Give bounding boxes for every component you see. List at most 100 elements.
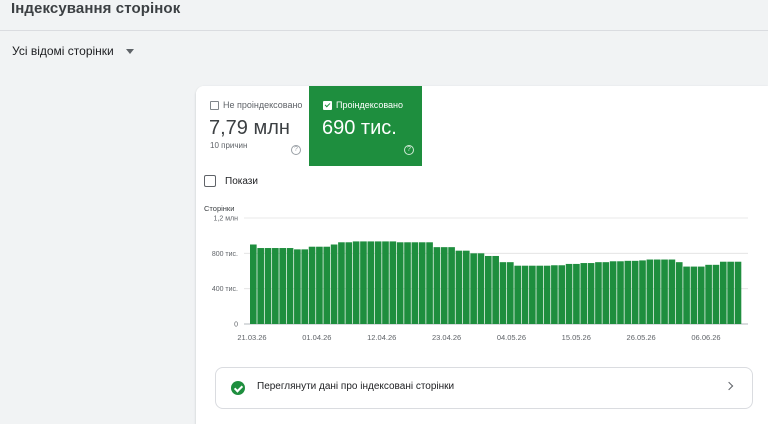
- chart-x-tick-label: 12.04.26: [367, 333, 396, 342]
- chart-bar[interactable]: [279, 248, 287, 324]
- chart-bar[interactable]: [727, 261, 734, 324]
- chart-bar[interactable]: [543, 265, 551, 324]
- chart-bar[interactable]: [352, 241, 360, 324]
- chart-bar[interactable]: [411, 242, 419, 324]
- chart-bar[interactable]: [712, 264, 720, 324]
- chart-bar[interactable]: [455, 250, 463, 324]
- chart-bar[interactable]: [536, 265, 544, 324]
- chart-bar[interactable]: [507, 262, 514, 324]
- chart-bar[interactable]: [404, 242, 411, 324]
- chart-bar[interactable]: [367, 241, 375, 324]
- chart-bar[interactable]: [272, 248, 279, 324]
- filter-label: Усі відомі сторінки: [12, 44, 114, 58]
- chart-bar[interactable]: [250, 244, 257, 325]
- view-indexed-pages-link[interactable]: Переглянути дані про індексовані сторінк…: [215, 367, 753, 409]
- chart-bar[interactable]: [264, 248, 272, 324]
- help-icon[interactable]: ?: [404, 145, 414, 155]
- chart-bar[interactable]: [565, 263, 573, 324]
- chart-x-tick-label: 04.05.26: [497, 333, 526, 342]
- chart-bar[interactable]: [558, 265, 566, 324]
- help-icon[interactable]: ?: [291, 145, 301, 155]
- chevron-right-icon: [724, 381, 734, 391]
- indexed-pages-chart: Сторінки 0 400 тис. 800 тис. 1,2 млн 21.03.2…: [204, 204, 748, 342]
- chart-bar[interactable]: [499, 262, 507, 324]
- checkbox-icon[interactable]: [210, 100, 219, 110]
- metric-not-indexed-header: Не проіндексовано: [210, 100, 302, 110]
- chart-bar[interactable]: [639, 260, 646, 324]
- chart-bar[interactable]: [551, 265, 558, 324]
- checkbox-checked-icon[interactable]: [323, 100, 332, 110]
- chart-x-tick-label: 23.04.26: [432, 333, 461, 342]
- chart-bar[interactable]: [514, 265, 521, 324]
- pages-filter-dropdown[interactable]: Усі відомі сторінки: [12, 42, 134, 60]
- page-title: Індексування сторінок: [11, 0, 181, 17]
- chart-bar[interactable]: [360, 241, 367, 324]
- chart-bar[interactable]: [294, 249, 301, 324]
- chart-x-tick-label: 26.05.26: [627, 333, 656, 342]
- page-header: Індексування сторінок: [0, 0, 768, 31]
- chart-x-tick-label: 21.03.26: [237, 333, 266, 342]
- checkbox-icon[interactable]: [204, 175, 216, 187]
- chart-bar[interactable]: [484, 255, 492, 324]
- chart-bar[interactable]: [374, 241, 382, 324]
- chart-bar[interactable]: [661, 259, 668, 324]
- chart-bar[interactable]: [433, 247, 441, 324]
- chart-bar[interactable]: [580, 263, 588, 324]
- chart-bar[interactable]: [587, 263, 595, 324]
- chart-x-tick-label: 15.05.26: [562, 333, 591, 342]
- chart-bar[interactable]: [719, 261, 727, 324]
- chart-bar[interactable]: [705, 264, 712, 324]
- chart-bar[interactable]: [440, 247, 448, 324]
- chart-bar[interactable]: [257, 248, 264, 324]
- chart-bar[interactable]: [734, 261, 742, 324]
- chart-bar[interactable]: [389, 241, 397, 324]
- chart-bar[interactable]: [308, 246, 316, 324]
- chart-bar[interactable]: [286, 248, 294, 324]
- chart-bar[interactable]: [624, 260, 632, 324]
- chart-bar[interactable]: [683, 266, 690, 324]
- chart-bar[interactable]: [448, 247, 455, 324]
- chart-bar[interactable]: [470, 253, 477, 324]
- caret-down-icon: [125, 48, 134, 54]
- chart-x-tick-label: 01.04.26: [302, 333, 331, 342]
- chart-bar[interactable]: [418, 242, 426, 324]
- chart-bar[interactable]: [617, 261, 624, 324]
- chart-bar[interactable]: [382, 241, 389, 324]
- chart-bar[interactable]: [396, 242, 404, 324]
- chart-bar[interactable]: [462, 250, 470, 324]
- chart-bar[interactable]: [345, 242, 353, 324]
- chart-bar[interactable]: [602, 262, 610, 324]
- metric-not-indexed-reasons: 10 причин: [210, 141, 248, 150]
- chart-bar[interactable]: [492, 255, 499, 324]
- chart-y-tick-label: 800 тис.: [212, 251, 238, 258]
- metric-indexed-value: 690 тис.: [322, 117, 397, 139]
- chart-bar[interactable]: [631, 260, 639, 324]
- chart-bar[interactable]: [521, 265, 529, 324]
- chart-bar[interactable]: [301, 249, 309, 324]
- chart-y-tick-label: 400 тис.: [212, 286, 238, 293]
- chart-bar[interactable]: [426, 242, 433, 324]
- chart-bar[interactable]: [675, 262, 683, 324]
- chart-bar[interactable]: [316, 246, 323, 324]
- chart-bar[interactable]: [653, 259, 661, 324]
- chart-bar[interactable]: [338, 242, 345, 324]
- chart-bar[interactable]: [697, 266, 705, 324]
- metric-not-indexed[interactable]: Не проіндексовано 7,79 млн 10 причин ?: [196, 86, 309, 166]
- chart-bar[interactable]: [646, 259, 654, 324]
- metric-not-indexed-value: 7,79 млн: [209, 117, 290, 139]
- chart-x-tick-label: 06.06.26: [691, 333, 720, 342]
- chart-bar[interactable]: [690, 266, 698, 324]
- chart-bar[interactable]: [609, 261, 617, 324]
- chart-bar[interactable]: [573, 263, 580, 324]
- chart-bar[interactable]: [668, 259, 676, 324]
- metric-indexed-header: Проіндексовано: [323, 100, 403, 110]
- chart-bar[interactable]: [529, 265, 536, 324]
- chart-bar[interactable]: [330, 244, 338, 325]
- chart-bar[interactable]: [477, 253, 485, 324]
- impressions-toggle[interactable]: Покази: [204, 175, 258, 187]
- chart-bar[interactable]: [323, 246, 331, 324]
- metric-indexed[interactable]: Проіндексовано 690 тис. ?: [309, 86, 422, 166]
- chart-bar[interactable]: [595, 262, 602, 324]
- metric-indexed-label: Проіндексовано: [336, 100, 404, 110]
- chart-y-tick-label: 1,2 млн: [214, 216, 239, 223]
